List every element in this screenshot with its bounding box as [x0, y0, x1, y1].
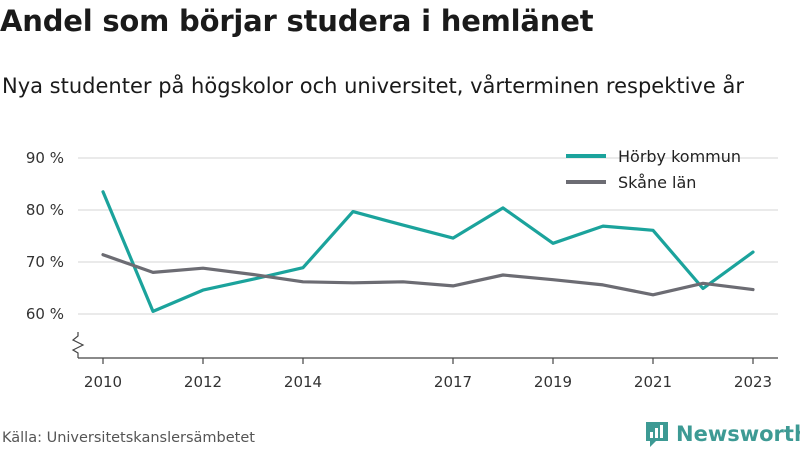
- source-note: Källa: Universitetskanslersämbetet: [2, 430, 255, 446]
- y-tick-label: 80 %: [26, 201, 64, 219]
- x-tick-label: 2010: [84, 373, 122, 391]
- series-line-2: [101, 253, 755, 297]
- brand-logo: Newsworthy: [644, 419, 800, 449]
- series-layer: [101, 190, 755, 313]
- x-tick-label: 2021: [634, 373, 672, 391]
- brand-name: Newsworthy: [676, 422, 800, 446]
- x-tick-label: 2012: [184, 373, 222, 391]
- x-tick-label: 2017: [434, 373, 472, 391]
- series-line-1: [101, 190, 755, 313]
- grid-layer: [78, 157, 778, 315]
- line-chart: 90 % 80 % 70 % 60 % 2010 2012 2014 2017 2019 2021…: [26, 147, 778, 391]
- legend: Hörby kommun Skåne län: [566, 147, 741, 192]
- chart-title: Andel som börjar studera i hemlänet: [0, 4, 594, 38]
- x-tick-label: 2023: [734, 373, 772, 391]
- y-tick-label: 70 %: [26, 253, 64, 271]
- x-tick-label: 2014: [284, 373, 322, 391]
- chart-subtitle: Nya studenter på högskolor och universit…: [2, 74, 744, 98]
- legend-label: Hörby kommun: [618, 147, 741, 166]
- y-tick-label: 60 %: [26, 305, 64, 323]
- legend-label: Skåne län: [618, 173, 696, 192]
- y-tick-label: 90 %: [26, 149, 64, 167]
- newsworthy-logo-icon: [646, 422, 668, 447]
- x-tick-label: 2019: [534, 373, 572, 391]
- axis-break-icon: [71, 332, 85, 358]
- axis-layer: 90 % 80 % 70 % 60 % 2010 2012 2014 2017 2019 2021…: [26, 149, 778, 391]
